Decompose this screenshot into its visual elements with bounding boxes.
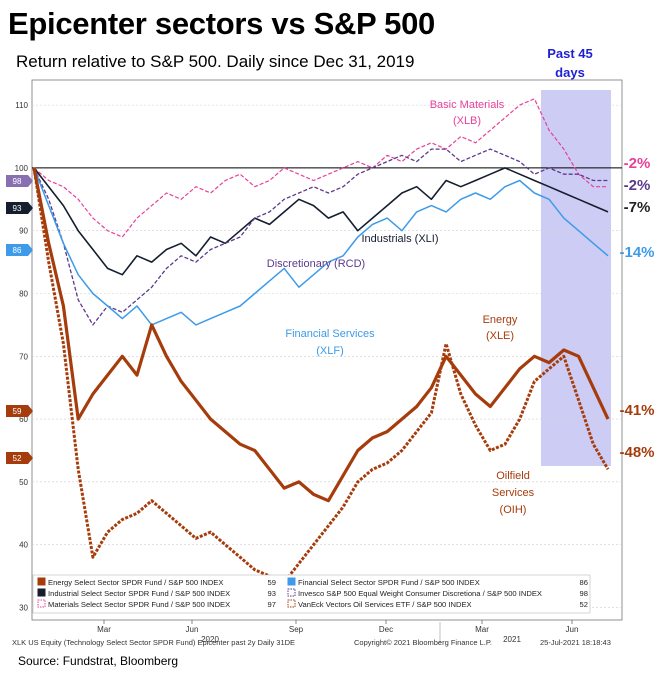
series-line-xlf (33, 167, 609, 326)
value-tag-text-xlb: 98 (13, 177, 22, 186)
value-tag-text-xlf: 86 (13, 246, 22, 255)
legend-value-xle: 59 (268, 578, 276, 587)
x-tick-label: Jun (566, 625, 579, 634)
value-tag-text-xle: 59 (13, 407, 22, 416)
legend-box (32, 574, 591, 614)
legend-swatch-xlb (37, 599, 46, 608)
value-tag-text-xli: 93 (13, 204, 22, 213)
highlight-label-line1: Past 45 (547, 46, 593, 61)
highlight-region (541, 90, 611, 466)
legend-value-xlb: 97 (268, 600, 276, 609)
x-tick-label: Dec (379, 625, 393, 634)
legend-value-xli: 93 (268, 589, 276, 598)
end-label-xlf: -14% (619, 244, 654, 261)
label-xli: Industrials (XLI) (361, 233, 438, 245)
label-xle-2: (XLE) (486, 330, 514, 342)
x-year-label: 2020 (201, 635, 219, 644)
legend-text-rcd: Invesco S&P 500 Equal Weight Consumer Di… (298, 589, 542, 598)
series-line-oih (32, 167, 610, 584)
label-xlb-2: (XLB) (453, 115, 481, 127)
y-tick-label: 60 (19, 415, 28, 424)
series-line-xli (33, 167, 609, 276)
label-oih-1: Oilfield (496, 470, 530, 482)
value-tag-xlb (6, 175, 33, 187)
series-line-xlb (33, 98, 608, 238)
value-tag-xle (6, 405, 33, 417)
end-label-rcd: -2% (624, 177, 651, 194)
highlight-label-line2: days (555, 65, 585, 80)
legend-text-oih: VanEck Vectors Oil Services ETF / S&P 50… (298, 600, 472, 609)
y-tick-label: 100 (15, 164, 29, 173)
label-rcd: Discretionary (RCD) (267, 258, 365, 270)
x-tick-label: Sep (289, 625, 304, 634)
footer-left: XLK US Equity (Technology Select Sector … (12, 638, 295, 647)
end-label-oih: -48% (619, 444, 654, 461)
chart-subtitle: Return relative to S&P 500. Daily since … (16, 52, 415, 71)
x-tick-label: Mar (97, 625, 111, 634)
value-tag-xli (6, 202, 33, 214)
legend-swatch-rcd (287, 588, 296, 597)
label-xlb-1: Basic Materials (430, 99, 505, 111)
y-tick-label: 50 (19, 478, 28, 487)
value-tag-oih (6, 452, 33, 464)
label-oih-2: Services (492, 487, 535, 499)
x-tick-label: Mar (475, 625, 489, 634)
value-tag-text-oih: 52 (13, 454, 22, 463)
x-tick-label: Jun (186, 625, 199, 634)
y-tick-label: 70 (19, 352, 28, 361)
y-tick-label: 30 (19, 603, 28, 612)
label-xlf-1: Financial Services (285, 328, 375, 340)
legend-text-xlb: Materials Select Sector SPDR Fund / S&P … (48, 600, 230, 609)
end-label-xle: -41% (619, 402, 654, 419)
legend-swatch-xle (37, 577, 46, 586)
source-note: Source: Fundstrat, Bloomberg (18, 654, 179, 668)
y-tick-label: 80 (19, 289, 28, 298)
legend-swatch-xlf (287, 577, 296, 586)
label-xle-1: Energy (483, 314, 518, 326)
value-tag-xlf (6, 244, 33, 256)
legend-text-xle: Energy Select Sector SPDR Fund / S&P 500… (48, 578, 223, 587)
legend-swatch-xli (37, 588, 46, 597)
y-tick-label: 110 (15, 101, 28, 110)
label-xlf-2: (XLF) (316, 345, 344, 357)
footer-center: Copyright© 2021 Bloomberg Finance L.P. (354, 638, 492, 647)
end-label-xli: -7% (624, 199, 651, 216)
legend-text-xli: Industrial Select Sector SPDR Fund / S&P… (48, 589, 230, 598)
legend-value-rcd: 98 (580, 589, 588, 598)
y-tick-label: 90 (19, 227, 28, 236)
legend-text-xlf: Financial Select Sector SPDR Fund / S&P … (298, 578, 480, 587)
series-line-xle (32, 167, 610, 503)
series-line-rcd (33, 148, 608, 326)
end-label-xlb: -2% (624, 155, 651, 172)
legend-value-oih: 52 (580, 600, 588, 609)
y-tick-label: 40 (19, 541, 28, 550)
legend-swatch-oih (287, 599, 296, 608)
legend-value-xlf: 86 (580, 578, 588, 587)
x-year-label: 2021 (503, 635, 521, 644)
label-oih-3: (OIH) (500, 504, 527, 516)
chart-title: Epicenter sectors vs S&P 500 (8, 6, 435, 41)
footer-right: 25-Jul-2021 18:18:43 (540, 638, 611, 647)
